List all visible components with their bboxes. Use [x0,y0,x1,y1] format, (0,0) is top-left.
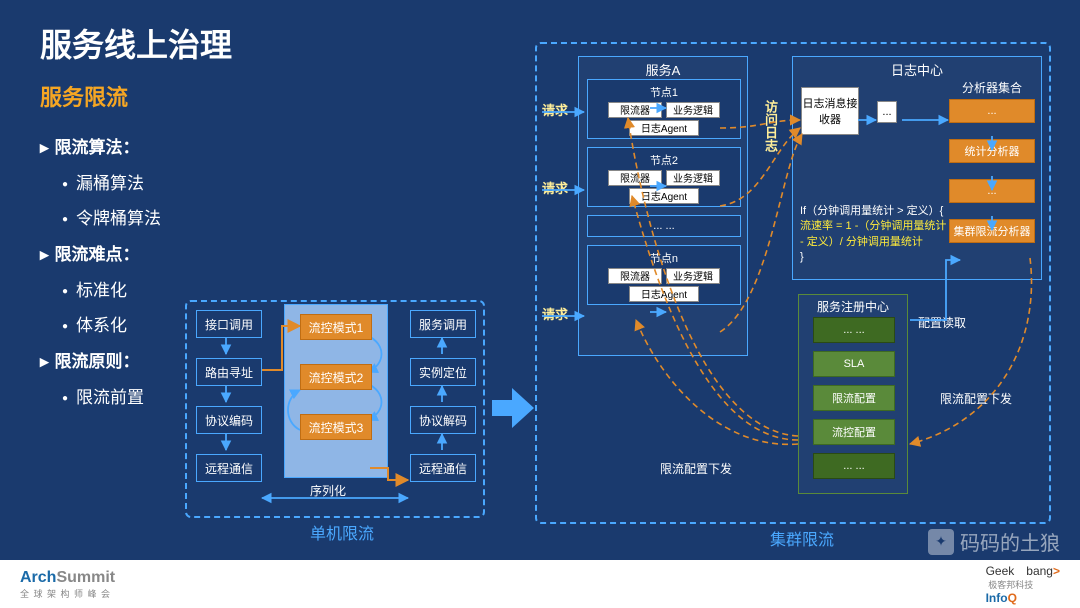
logo-archsummit: ArchSummit 全 球 架 构 师 峰 会 [20,569,115,600]
analyzer-3: 集群限流分析器 [949,219,1035,243]
single-left-1: 路由寻址 [196,358,262,386]
single-mode-2: 流控模式3 [300,414,372,440]
wechat-icon: ✦ [928,529,954,555]
watermark: ✦ 码码的土狼 [928,527,1060,556]
single-mode-1: 流控模式2 [300,364,372,390]
single-left-2: 协议编码 [196,406,262,434]
analyzers-title: 分析器集合 [949,79,1035,96]
analyzer-1: 统计分析器 [949,139,1035,163]
registry-item-1: SLA [813,351,895,377]
single-right-1: 实例定位 [410,358,476,386]
single-right-3: 远程通信 [410,454,476,482]
footer-bar: ArchSummit 全 球 架 构 师 峰 会 Geekbang> 极客邦科技… [0,560,1080,608]
label-config-read: 配置读取 [918,314,966,331]
label-request-2: 请求 [542,178,568,197]
logo-right-group: Geekbang> 极客邦科技 InfoQ [962,564,1060,605]
label-request-n: 请求 [542,304,568,323]
code-block: If（分钟调用量统计 > 定义）{ 流速率 = 1 -（分钟调用量统计 - 定义… [800,204,950,266]
label-access-log: 访问日志 [761,100,780,152]
label-serialize: 序列化 [310,482,346,499]
logo-infoq: InfoQ [974,591,1017,605]
registry-item-0: ... ... [813,317,895,343]
group-registry: 服务注册中心 ... ... SLA 限流配置流控配置 ... ... [798,294,908,494]
registry-item-2: 限流配置 [813,385,895,411]
node-0: 节点1 限流器 业务逻辑 日志Agent [587,79,741,139]
registry-item-3: 流控配置 [813,419,895,445]
single-left-0: 接口调用 [196,310,262,338]
single-right-2: 协议解码 [410,406,476,434]
node-3: 节点n 限流器 业务逻辑 日志Agent [587,245,741,305]
single-mode-0: 流控模式1 [300,314,372,340]
label-config-push: 限流配置下发 [940,390,1012,407]
log-dots: ... [877,101,897,123]
node-2: ... ... [587,215,741,237]
group-service-a: 服务A 节点1 限流器 业务逻辑 日志Agent节点2 限流器 业务逻辑 日志A… [578,56,748,356]
node-1: 节点2 限流器 业务逻辑 日志Agent [587,147,741,207]
single-right-0: 服务调用 [410,310,476,338]
analyzer-2: ... [949,179,1035,203]
slide: 服务线上治理 服务限流 限流算法：漏桶算法令牌桶算法限流难点：标准化体系化限流原… [0,0,1080,560]
registry-title: 服务注册中心 [799,295,907,318]
caption-single: 单机限流 [310,520,374,544]
log-receiver: 日志消息接收器 [801,87,859,135]
single-left-3: 远程通信 [196,454,262,482]
label-request-1: 请求 [542,100,568,119]
caption-cluster: 集群限流 [770,526,834,550]
analyzer-0: ... [949,99,1035,123]
label-config-push2: 限流配置下发 [660,460,732,477]
logo-geekbang: Geekbang> 极客邦科技 [962,564,1060,591]
registry-item-4: ... ... [813,453,895,479]
